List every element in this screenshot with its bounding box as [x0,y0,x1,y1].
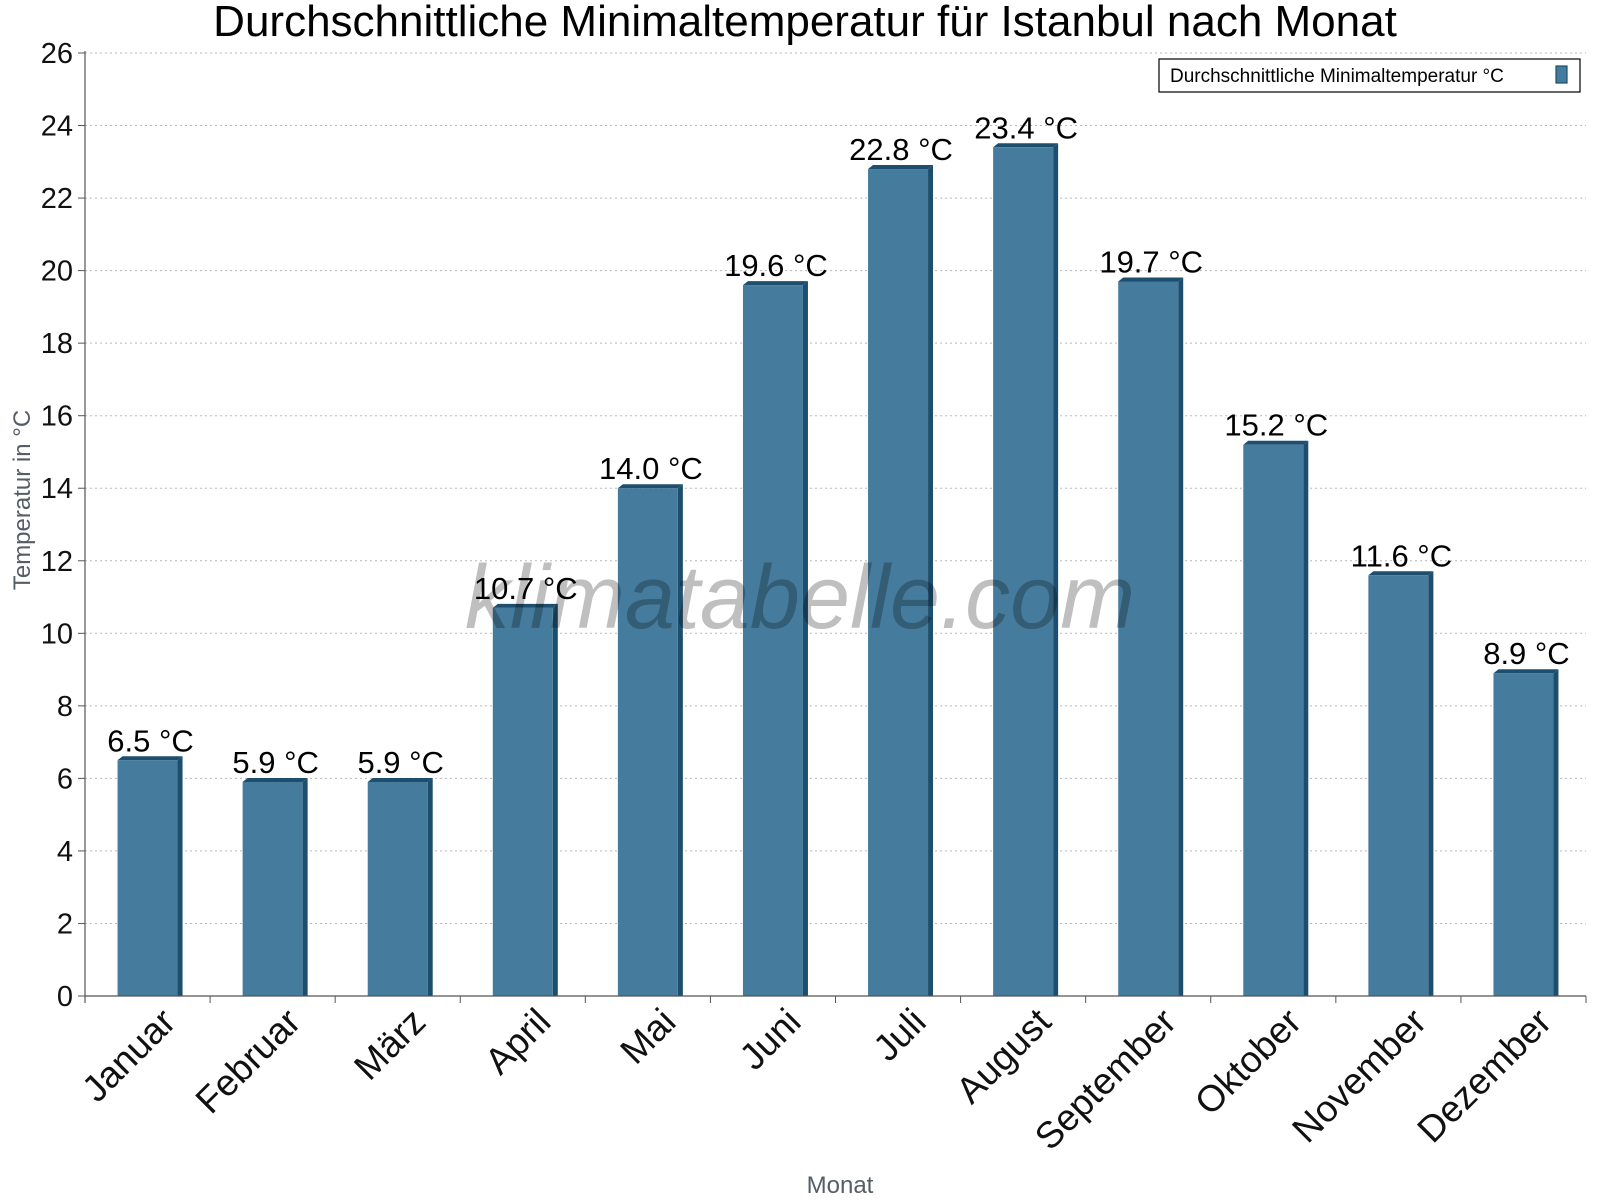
bar-top [993,143,1059,148]
data-label: 22.8 °C [849,132,953,167]
y-tick-label: 2 [57,908,73,940]
bar-top [617,484,683,489]
data-label: 6.5 °C [107,723,194,758]
y-tick-label: 20 [41,256,73,288]
bar-side [302,778,308,996]
bar-side [427,778,433,996]
bar-side [677,484,683,996]
x-tick-label: Juli [865,1001,933,1069]
bar [1368,575,1429,996]
bar-side [928,165,934,997]
x-tick-label: Februar [188,1001,309,1122]
data-label: 15.2 °C [1224,408,1328,443]
bars [117,143,1559,997]
y-tick-label: 4 [57,836,73,868]
bar [617,488,678,996]
legend-swatch [1555,65,1568,84]
data-label: 5.9 °C [357,745,444,780]
bar-top [1493,669,1559,674]
bar-side [802,281,808,997]
legend-box [1158,58,1581,93]
bar-side [1428,571,1434,996]
x-tick-label: Dezember [1409,1001,1559,1151]
bar [993,147,1054,997]
legend: Durchschnittliche Minimaltemperatur °C [1158,58,1581,93]
bar-top [1243,440,1309,445]
bar [742,285,803,997]
bar-side [177,756,183,996]
x-tick-label: Oktober [1187,1001,1309,1123]
bar [868,169,929,997]
y-tick-label: 8 [57,691,73,723]
y-tick-label: 16 [41,401,73,433]
x-axis-title: Monat [807,1172,874,1199]
bar [1118,281,1179,996]
x-tick-label: Januar [74,1001,183,1110]
data-label: 19.7 °C [1099,244,1203,279]
x-tick-label: Mai [612,1001,683,1072]
bar-side [1303,440,1309,996]
bar [242,782,303,996]
bar [492,607,553,996]
x-tick-label: November [1284,1001,1434,1151]
data-label: 23.4 °C [974,110,1078,145]
bar [1493,673,1554,996]
bar-side [1178,277,1184,996]
y-tick-label: 14 [41,473,73,505]
grid-lines [85,52,1586,924]
y-tick-label: 22 [41,183,73,215]
bar [117,760,178,996]
y-axis-title: Temperatur in °C [9,410,36,590]
bar-top [868,165,934,170]
y-tick-label: 10 [41,618,73,650]
bar-top [1118,277,1184,282]
legend-label: Durchschnittliche Minimaltemperatur °C [1170,66,1504,87]
bar-top [367,778,433,783]
bar-top [117,756,183,761]
y-tick-label: 18 [41,328,73,360]
y-tick-label: 26 [41,38,73,70]
bar-top [242,778,308,783]
data-label: 10.7 °C [474,571,578,606]
bar [367,782,428,996]
data-labels: 6.5 °C 5.9 °C 5.9 °C 10.7 °C 14.0 °C 19.6 °C 2… [107,110,1569,780]
bar-top [742,281,808,286]
bar-side [1053,143,1059,997]
bar-side [552,603,558,996]
axes [78,51,1587,1003]
x-tick-label: April [477,1001,558,1082]
x-tick-label: März [346,1001,433,1088]
bar [1243,444,1304,996]
x-tick-labels: Januar Februar März April Mai Juni Juli AugustS… [74,1000,1559,1157]
x-tick-label: August [948,1000,1059,1111]
bar-side [1553,669,1559,996]
data-label: 19.6 °C [724,248,828,283]
y-tick-label: 6 [57,763,73,795]
chart-title: Durchschnittliche Minimaltemperatur für … [213,0,1397,46]
y-tick-label: 24 [41,111,73,143]
bar-top [492,603,558,608]
data-label: 11.6 °C [1351,538,1452,573]
bar-top [1368,571,1434,576]
watermark: klimatabelle.com [465,548,1135,648]
y-tick-label: 0 [57,981,73,1013]
data-label: 8.9 °C [1483,636,1570,671]
data-label: 5.9 °C [232,745,319,780]
y-tick-label: 12 [41,546,73,578]
data-label: 14.0 °C [599,451,703,486]
x-tick-label: Juni [732,1001,809,1078]
